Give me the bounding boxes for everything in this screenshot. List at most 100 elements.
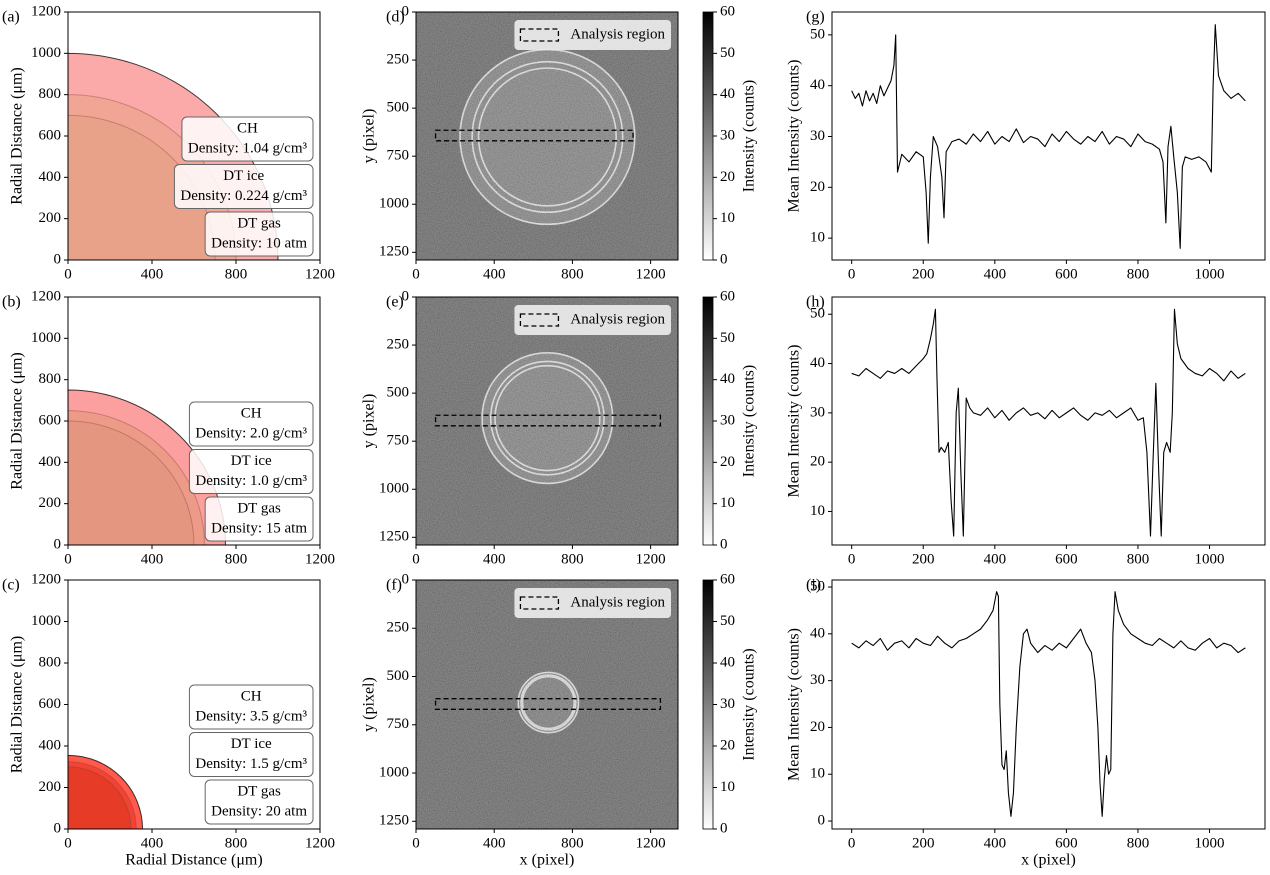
legend-box — [514, 588, 671, 618]
layer-name: CH — [241, 405, 262, 421]
y-tick-label: 750 — [387, 148, 410, 164]
y-tick-label: 10 — [810, 230, 825, 246]
colorbar-tick-label: 60 — [720, 288, 735, 304]
y-tick-label: 10 — [810, 503, 825, 519]
x-tick-label: 0 — [412, 551, 420, 567]
x-tick-label: 400 — [141, 266, 164, 282]
x-tick-label: 800 — [561, 835, 584, 851]
legend-label: Analysis region — [570, 594, 665, 610]
panel: Analysis region 0 10 20 30 40 50 60 Intensity (c… — [361, 571, 758, 868]
x-tick-label: 0 — [848, 266, 856, 282]
y-tick-label: 500 — [387, 668, 410, 684]
legend-swatch — [519, 28, 560, 42]
colorbar-label: Intensity (counts) — [741, 648, 758, 760]
y-tick-label: 400 — [39, 737, 62, 753]
layer-annotation: DT ice Density: 1.0 g/cm³ — [188, 449, 314, 494]
layer-density: Density: 20 atm — [211, 803, 307, 819]
profile-line — [851, 308, 1246, 537]
x-tick-label: 600 — [1055, 835, 1078, 851]
y-tick-label: 10 — [810, 766, 825, 782]
axes-frame — [831, 579, 1266, 830]
y-axis-label: Radial Distance (μm) — [9, 67, 26, 204]
image — [416, 12, 678, 260]
legend: Analysis region — [514, 588, 671, 618]
analysis-region — [434, 414, 662, 427]
y-tick-label: 0 — [402, 288, 410, 304]
x-tick-label: 0 — [64, 266, 72, 282]
y-tick-label: 1200 — [31, 571, 61, 587]
x-tick-label: 1200 — [636, 266, 666, 282]
layer-density: Density: 0.224 g/cm³ — [180, 188, 307, 204]
x-axis-label: x (pixel) — [520, 852, 575, 869]
y-tick-label: 20 — [810, 719, 825, 735]
panel: CH Density: 1.04 g/cm³ DT ice Density: 0.22… — [2, 3, 335, 282]
colorbar-tick-label: 0 — [720, 536, 728, 552]
annotation-box — [204, 211, 314, 257]
y-tick-label: 1200 — [31, 288, 61, 304]
layer-name: DT ice — [231, 453, 272, 469]
y-tick-label: 30 — [810, 128, 825, 144]
legend-box — [514, 305, 671, 335]
panel-label: (d) — [386, 9, 405, 26]
legend-swatch — [519, 596, 560, 610]
x-tick-label: 0 — [412, 266, 420, 282]
y-tick-label: 0 — [54, 820, 62, 836]
y-tick-label: 250 — [387, 336, 410, 352]
x-tick-label: 400 — [984, 835, 1007, 851]
x-tick-label: 400 — [141, 551, 164, 567]
profile-line — [851, 591, 1246, 817]
layer-name: DT gas — [237, 783, 281, 799]
colorbar-tick-label: 0 — [720, 251, 728, 267]
y-tick-label: 800 — [39, 86, 62, 102]
x-tick-label: 0 — [848, 551, 856, 567]
x-tick-label: 1200 — [305, 551, 335, 567]
y-tick-label: 400 — [39, 169, 62, 185]
annotation-box — [204, 496, 314, 542]
x-tick-label: 800 — [561, 551, 584, 567]
x-tick-label: 0 — [64, 835, 72, 851]
colorbar — [702, 579, 714, 830]
y-tick-label: 1200 — [31, 3, 61, 19]
panel-label: (h) — [806, 294, 825, 311]
image — [416, 580, 678, 829]
y-axis-label: Radial Distance (μm) — [9, 636, 26, 773]
layer-annotation: CH Density: 3.5 g/cm³ — [188, 684, 314, 730]
y-tick-label: 1000 — [31, 330, 61, 346]
x-tick-label: 400 — [984, 551, 1007, 567]
y-axis-label: Radial Distance (μm) — [9, 352, 26, 489]
colorbar-tick-label: 20 — [720, 737, 735, 753]
x-tick-label: 0 — [848, 835, 856, 851]
image-noise — [416, 12, 678, 260]
x-tick-label: 1200 — [305, 266, 335, 282]
x-tick-label: 400 — [984, 266, 1007, 282]
panel: Analysis region 0 10 20 30 40 50 60 Intensity (c… — [361, 288, 758, 567]
x-tick-label: 0 — [412, 835, 420, 851]
y-tick-label: 500 — [387, 385, 410, 401]
layer-density: Density: 2.0 g/cm³ — [195, 425, 307, 441]
colorbar-tick-label: 50 — [720, 613, 735, 629]
y-tick-label: 0 — [818, 812, 826, 828]
layer-annotation: DT ice Density: 0.224 g/cm³ — [173, 164, 314, 209]
colorbar-tick-label: 20 — [720, 169, 735, 185]
layer-name: CH — [241, 688, 262, 704]
y-tick-label: 0 — [54, 536, 62, 552]
y-tick-label: 400 — [39, 454, 62, 470]
y-tick-label: 40 — [810, 355, 825, 371]
layer-name: DT ice — [231, 736, 272, 752]
y-tick-label: 200 — [39, 779, 62, 795]
colorbar-tick-label: 10 — [720, 210, 735, 226]
y-tick-label: 20 — [810, 179, 825, 195]
y-tick-label: 20 — [810, 454, 825, 470]
x-tick-label: 800 — [225, 835, 248, 851]
annotation-box — [173, 164, 314, 209]
legend-label: Analysis region — [570, 311, 665, 327]
panel-label: (g) — [806, 9, 825, 26]
panel-label: (c) — [2, 577, 20, 594]
y-tick-label: 1250 — [379, 529, 409, 545]
y-tick-label: 40 — [810, 625, 825, 641]
y-tick-label: 800 — [39, 371, 62, 387]
y-tick-label: 1000 — [31, 613, 61, 629]
y-tick-label: 600 — [39, 127, 62, 143]
panel: CH Density: 2.0 g/cm³ DT ice Density: 1.0 g… — [2, 288, 335, 567]
x-tick-label: 800 — [1127, 835, 1150, 851]
